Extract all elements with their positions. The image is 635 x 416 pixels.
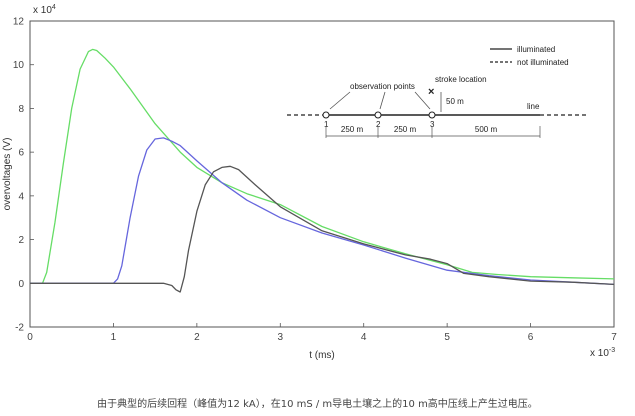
figure-caption: 由于典型的后续回程（峰值为12 kA），在10 mS / m导电土壤之上的10 …: [97, 399, 538, 410]
y-exponent-label: x 104: [33, 4, 56, 16]
series-line-2: [30, 137, 615, 286]
y-axis-label: overvoltages (V): [2, 138, 13, 211]
y-tick-label: 8: [18, 104, 24, 115]
observation-point-3: [428, 111, 436, 119]
series-line-3: [30, 165, 615, 293]
y-tick-label: 2: [18, 235, 24, 246]
x-tick-label: 2: [194, 332, 200, 343]
distance-label-2: 250 m: [394, 125, 417, 134]
point-label-3: 3: [430, 120, 435, 129]
observation-point-2: [374, 111, 382, 119]
y-tick-label: 10: [13, 60, 25, 71]
obs-arrow-2: [379, 91, 386, 110]
legend-label-not-illuminated: not illuminated: [517, 58, 569, 67]
stroke-location-label: stroke location: [435, 75, 487, 84]
x-tick-label: 1: [111, 332, 117, 343]
distance-label-3: 500 m: [475, 125, 498, 134]
stroke-marker-icon: ×: [428, 86, 434, 98]
x-tick-label: 7: [611, 332, 617, 343]
series-line-1: [30, 48, 615, 284]
stroke-height-label: 50 m: [446, 97, 464, 106]
x-tick-label: 0: [27, 332, 33, 343]
obs-arrow-1: [329, 91, 351, 110]
y-tick-label: -2: [15, 323, 24, 334]
x-tick-label: 4: [361, 332, 367, 343]
y-tick-label: 0: [18, 279, 24, 290]
series-group: [30, 48, 615, 293]
observation-point-1: [322, 111, 330, 119]
y-tick-label: 4: [18, 191, 24, 202]
legend-label-illuminated: illuminated: [517, 45, 555, 54]
point-label-2: 2: [376, 120, 381, 129]
x-exponent-label: x 10-3: [590, 347, 615, 359]
observation-points-label: observation points: [350, 82, 415, 91]
x-axis-label: t (ms): [309, 350, 335, 361]
x-tick-label: 5: [444, 332, 450, 343]
inset-diagram: 1 2 3 observation points × stroke locati…: [287, 75, 588, 138]
point-label-1: 1: [324, 120, 329, 129]
distance-label-1: 250 m: [341, 125, 364, 134]
y-tick-label: 12: [13, 17, 25, 28]
obs-arrow-3: [414, 91, 431, 110]
y-tick-label: 6: [18, 148, 24, 159]
legend: illuminated not illuminated: [490, 45, 569, 67]
x-tick-label: 3: [278, 332, 284, 343]
x-tick-label: 6: [528, 332, 534, 343]
line-label: line: [527, 102, 540, 111]
